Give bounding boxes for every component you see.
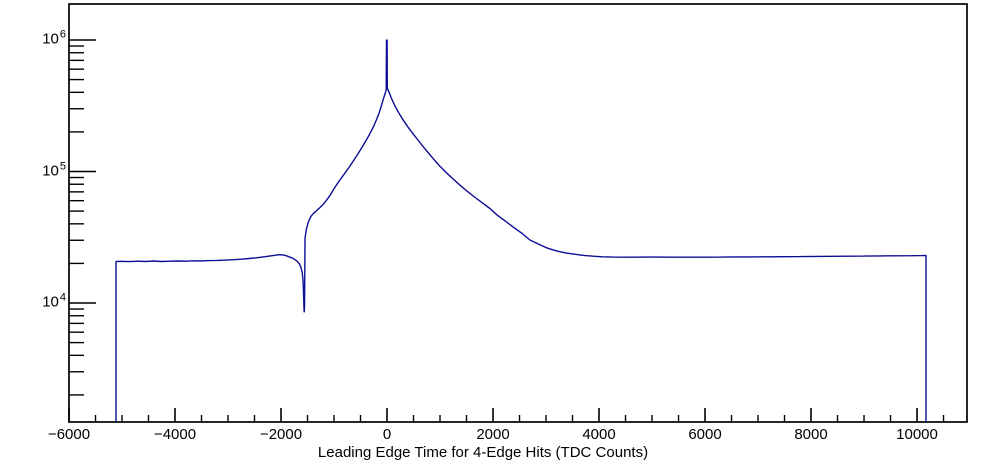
leading-edge-time-histogram: [115, 39, 927, 422]
x-tick-label: −2000: [259, 426, 303, 443]
x-tick-label: 2000: [476, 426, 510, 443]
plot-frame-rect: [68, 3, 968, 423]
y-tick-label: 104: [42, 291, 66, 311]
plot-frame: [68, 3, 968, 423]
x-axis-ticks: [68, 408, 945, 422]
x-axis-title: Leading Edge Time for 4-Edge Hits (TDC C…: [317, 444, 649, 461]
x-tick-label: 6000: [688, 426, 722, 443]
x-tick-label: 10000: [896, 426, 938, 443]
x-tick-label: −6000: [47, 426, 91, 443]
y-axis-ticks: [69, 39, 96, 396]
x-tick-label: 0: [382, 426, 392, 443]
x-tick-label: 4000: [582, 426, 616, 443]
y-tick-label: 105: [42, 160, 66, 179]
histogram-line: [115, 39, 927, 422]
y-tick-label: 106: [42, 28, 66, 48]
x-tick-label: 8000: [794, 426, 828, 443]
x-tick-label: −4000: [153, 426, 197, 443]
